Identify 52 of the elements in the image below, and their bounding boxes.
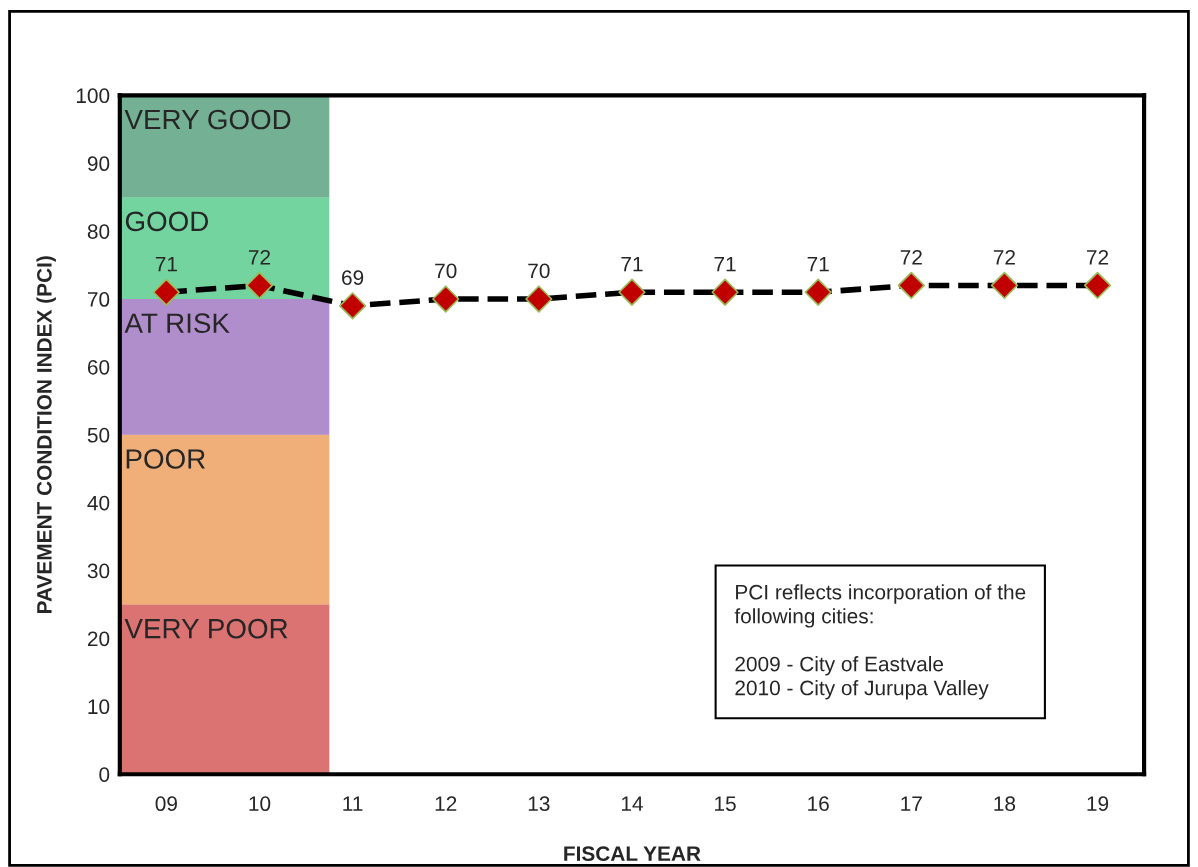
x-tick-label: 10 <box>249 796 271 812</box>
point <box>525 285 553 313</box>
text: PCI reflects incorporation of the following cities: 2009 - City of Eastvale 2010 - City of Jurupa Valley <box>734 584 1026 700</box>
x-axis-title: FISCAL YEAR <box>564 846 701 862</box>
point <box>990 271 1019 300</box>
point <box>1083 271 1112 300</box>
data-label: 71 <box>807 256 829 272</box>
point <box>245 271 274 300</box>
y-axis-title: PAVEMENT CONDITION INDEX (PCI) <box>36 256 56 614</box>
point <box>432 285 460 313</box>
y-tick-label: 100 <box>76 88 110 104</box>
data-label: 71 <box>155 256 177 272</box>
x-tick-label: 16 <box>808 796 829 812</box>
x-tick-label: 15 <box>715 796 736 812</box>
point <box>152 278 180 306</box>
x-tick-label: 14 <box>621 796 643 811</box>
x-tick-label: 19 <box>1087 796 1109 812</box>
data-label: 71 <box>714 256 736 272</box>
band-label: VERY POOR <box>124 618 288 639</box>
y-tick-label: 40 <box>87 495 110 511</box>
x-tick-label: 09 <box>155 796 177 812</box>
band-label: AT RISK <box>124 313 230 334</box>
y-tick-label: 10 <box>88 699 110 715</box>
y-tick-label: 30 <box>87 563 110 579</box>
point <box>618 278 646 306</box>
data-label: 72 <box>900 249 922 265</box>
band-label: VERY GOOD <box>124 109 291 130</box>
x-tick-label: 12 <box>435 796 457 811</box>
y-tick-label: 60 <box>87 359 110 375</box>
data-label: 72 <box>1087 249 1109 265</box>
band-label: GOOD <box>125 211 209 232</box>
data-label: 72 <box>248 249 271 265</box>
x-tick-label: 13 <box>528 796 550 812</box>
data-label: 69 <box>342 270 364 286</box>
y-tick-label: 90 <box>87 156 110 172</box>
point <box>711 278 739 306</box>
band-label: POOR <box>126 449 205 469</box>
y-tick-label: 70 <box>87 292 110 307</box>
point <box>897 271 925 300</box>
y-tick-label: 50 <box>87 427 110 443</box>
y-tick-label: 80 <box>87 224 110 239</box>
x-tick-label: 11 <box>343 796 363 811</box>
data-label: 72 <box>993 249 1015 265</box>
x-tick-label: 17 <box>901 796 922 811</box>
data-label: 71 <box>621 256 643 272</box>
x-tick-label: 18 <box>994 796 1016 812</box>
data-label: 70 <box>435 263 457 279</box>
y-tick-label: 0 <box>99 767 110 782</box>
y-tick-label: 20 <box>87 631 110 647</box>
point <box>804 278 832 306</box>
data-label: 70 <box>528 263 550 279</box>
point <box>338 292 367 320</box>
